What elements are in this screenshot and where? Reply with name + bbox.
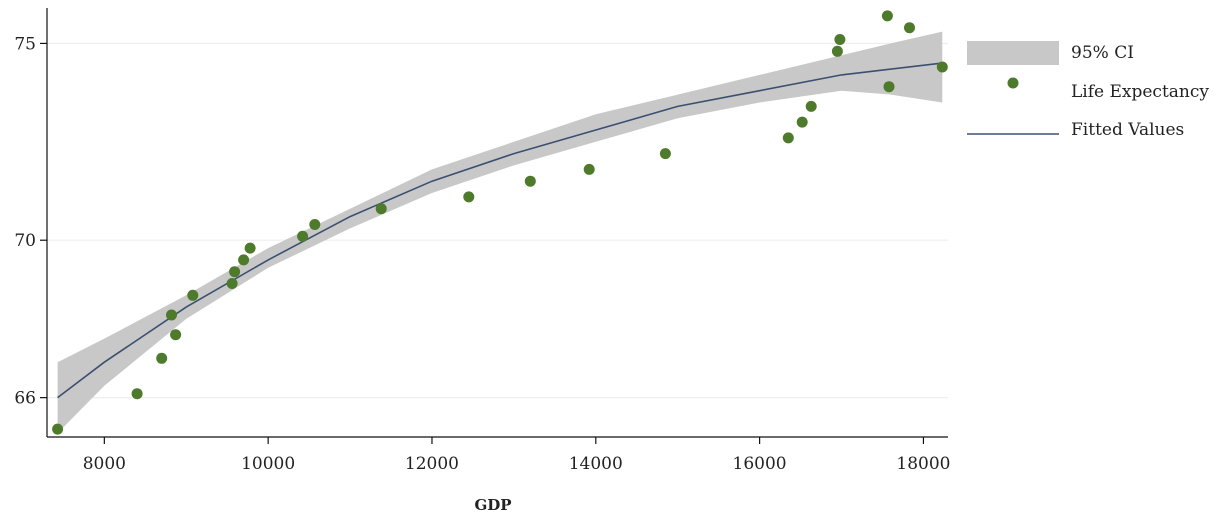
legend-label-points: Life Expectancy	[1071, 82, 1209, 102]
scatter-point-21	[834, 34, 846, 45]
y-tick-label-1: 70	[14, 231, 36, 251]
scatter-point-8	[238, 254, 250, 266]
ci-band-layer	[57, 31, 943, 434]
grid-lines	[47, 42, 948, 399]
legend-ci-swatch	[967, 41, 1059, 65]
scatter-point-18	[796, 116, 808, 128]
scatter-point-1	[131, 388, 143, 400]
scatter-point-23	[883, 81, 895, 93]
scatter-point-25	[936, 61, 948, 73]
legend-label-fit: Fitted Values	[1071, 120, 1184, 140]
fit-line-layer	[57, 62, 943, 399]
x-tick-label-3: 14000	[569, 454, 623, 474]
x-tick-label-5: 18000	[896, 454, 950, 474]
axes: 66 70 75 8000 10000 12000 14000 16000 18000	[14, 8, 950, 474]
scatter-points-layer	[52, 10, 948, 435]
legend-label-ci: 95% CI	[1071, 43, 1134, 63]
scatter-point-16	[659, 148, 671, 160]
scatter-point-15	[583, 163, 595, 175]
scatter-point-24	[904, 22, 915, 34]
scatter-point-5	[187, 289, 199, 301]
scatter-point-22	[881, 10, 893, 22]
scatter-point-6	[226, 278, 238, 289]
y-tick-label-2: 75	[14, 34, 36, 54]
x-axis-title: GDP	[474, 496, 511, 514]
scatter-point-17	[782, 132, 794, 144]
scatter-point-11	[309, 219, 321, 230]
x-tick-label-0: 8000	[83, 454, 126, 474]
scatter-point-4	[170, 329, 182, 341]
scatter-point-3	[166, 309, 177, 321]
x-tick-label-1: 10000	[241, 454, 295, 474]
scatter-point-12	[375, 203, 387, 215]
x-tick-label-4: 16000	[733, 454, 787, 474]
legend: 95% CI Life Expectancy Fitted Values	[967, 41, 1209, 140]
scatter-point-20	[831, 45, 843, 57]
scatter-point-0	[52, 423, 64, 435]
fit-line	[57, 62, 943, 399]
scatter-point-19	[805, 100, 817, 112]
scatter-point-9	[244, 242, 256, 254]
y-tick-label-0: 66	[14, 389, 36, 409]
scatter-point-13	[463, 191, 475, 203]
scatter-point-10	[297, 230, 309, 242]
scatter-point-7	[229, 266, 241, 278]
scatter-point-14	[524, 175, 536, 187]
scatter-point-2	[156, 352, 168, 364]
legend-point-swatch	[1007, 77, 1019, 89]
ci-band	[57, 31, 943, 434]
x-tick-label-2: 12000	[405, 454, 459, 474]
